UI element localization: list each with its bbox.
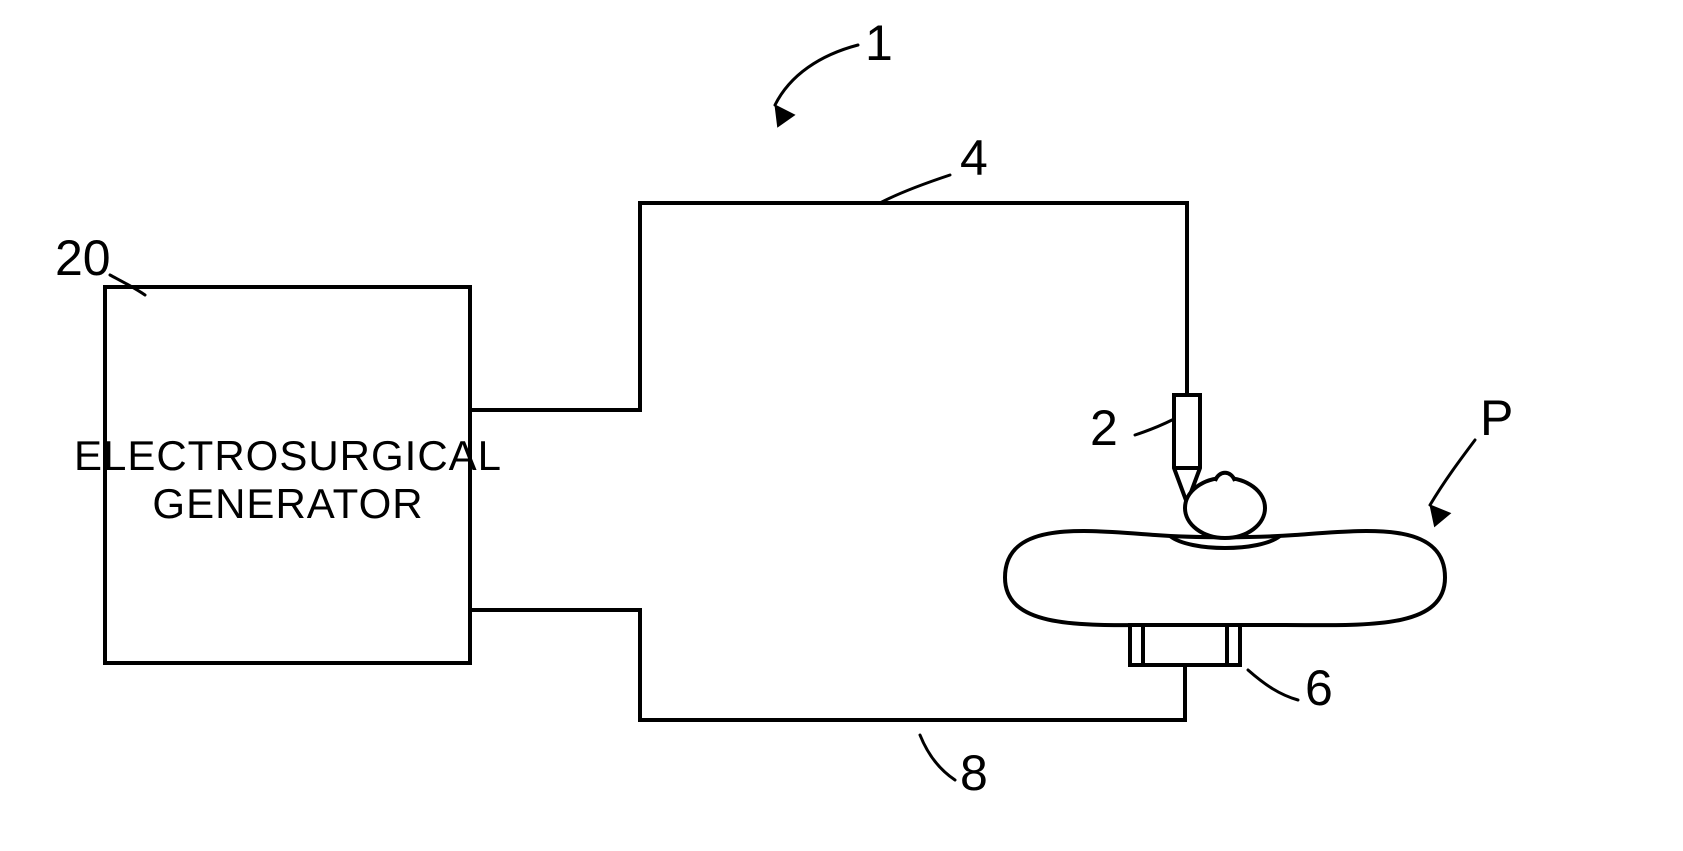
- label-ref_6: 6: [1305, 660, 1333, 716]
- leader-ref_1: [775, 45, 858, 105]
- arrowhead: [775, 105, 795, 127]
- label-ref_20: 20: [55, 230, 111, 286]
- supply-lead: [470, 203, 1187, 410]
- patient-nose: [1215, 473, 1235, 481]
- diagram-canvas: ELECTROSURGICALGENERATOR 1 4 20 2 P 6 8: [0, 0, 1683, 851]
- leader-ref_6: [1248, 670, 1298, 700]
- generator-label-line2: GENERATOR: [152, 480, 423, 527]
- leader-ref_2: [1135, 420, 1172, 435]
- label-ref_P: P: [1480, 390, 1513, 446]
- return-pad-outer: [1130, 625, 1240, 665]
- patient-head: [1185, 478, 1265, 538]
- label-ref_8: 8: [960, 745, 988, 801]
- label-ref_1: 1: [865, 15, 893, 71]
- return-lead: [470, 610, 1185, 720]
- leader-ref_4: [880, 175, 950, 203]
- label-ref_2: 2: [1090, 400, 1118, 456]
- leader-ref_P: [1430, 440, 1475, 505]
- label-ref_4: 4: [960, 130, 988, 186]
- patient-body: [1005, 531, 1445, 625]
- leader-ref_8: [920, 735, 955, 780]
- arrowhead: [1430, 505, 1450, 527]
- generator-label-line1: ELECTROSURGICAL: [74, 432, 502, 479]
